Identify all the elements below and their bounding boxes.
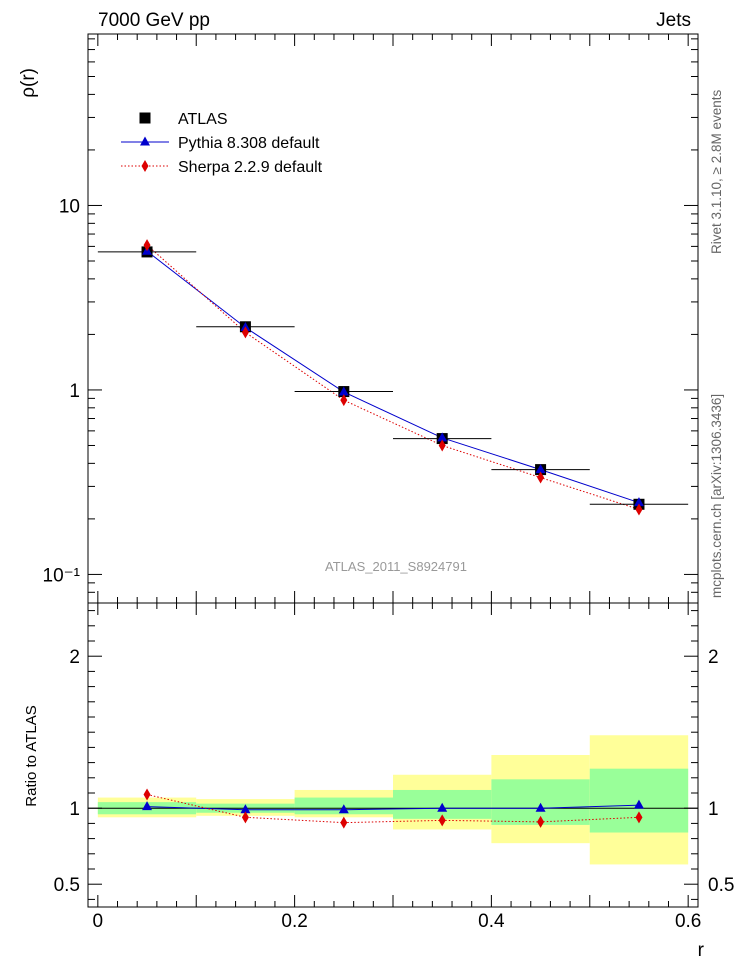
y-tick-label-right: 1 <box>708 799 719 820</box>
mcplots-info: mcplots.cern.ch [arXiv:1306.3436] <box>709 394 724 598</box>
ratio-y-axis-label: Ratio to ATLAS <box>23 705 40 806</box>
data-point-diamond <box>143 239 151 252</box>
ratio-point-triangle <box>633 799 644 809</box>
analysis-watermark: ATLAS_2011_S8924791 <box>325 559 467 574</box>
ratio-plot-area <box>97 735 689 865</box>
data-point-diamond <box>537 471 545 484</box>
legend-marker-triangle <box>140 136 150 146</box>
x-tick-label: 0.4 <box>478 911 505 932</box>
legend-marker-square <box>139 112 151 124</box>
y-tick-label-right: 0.5 <box>708 875 734 896</box>
y-tick-label: 1 <box>69 381 80 402</box>
data-point-diamond <box>438 439 446 452</box>
x-axis-label: r <box>698 940 705 961</box>
ratio-point-triangle <box>240 804 251 814</box>
header-right: Jets <box>656 10 691 31</box>
ratio-point-triangle <box>437 802 448 812</box>
data-point-triangle <box>437 432 448 442</box>
rivet-info: Rivet 3.1.10, ≥ 2.8M events <box>709 90 724 254</box>
x-tick-label: 0.6 <box>675 911 701 932</box>
data-point-diamond <box>241 326 249 339</box>
series-line-1 <box>146 250 640 504</box>
main-y-axis-label: ρ(r) <box>18 68 39 98</box>
ratio-point-triangle <box>338 804 349 814</box>
ratio-line-0 <box>147 804 639 811</box>
data-point-triangle <box>338 386 349 396</box>
data-point-triangle <box>535 464 546 474</box>
y-tick-label: 1 <box>69 799 80 820</box>
ratio-line-1 <box>146 794 639 824</box>
ratio-point-diamond <box>340 816 348 829</box>
legend-marker-diamond <box>141 160 149 172</box>
y-tick-label: 10 <box>59 196 80 217</box>
ratio-point-triangle <box>535 802 546 812</box>
legend-label: Pythia 8.308 default <box>178 135 320 152</box>
ratio-point-diamond <box>537 815 545 828</box>
legend-label: ATLAS <box>178 111 228 128</box>
legend-label: Sherpa 2.2.9 default <box>178 159 323 176</box>
header-left: 7000 GeV pp <box>98 10 210 31</box>
y-tick-label: 10⁻¹ <box>43 565 81 586</box>
series-line-2 <box>146 244 640 510</box>
y-tick-label-right: 2 <box>708 647 719 668</box>
data-point-diamond <box>340 394 348 407</box>
ratio-point-diamond <box>635 811 643 824</box>
ratio-point-diamond <box>438 814 446 827</box>
ratio-point-diamond <box>241 811 249 824</box>
data-point-diamond <box>635 503 643 516</box>
y-tick-label: 0.5 <box>54 875 80 896</box>
data-point-triangle <box>633 497 644 507</box>
x-tick-label: 0 <box>93 911 104 932</box>
ratio-point-diamond <box>143 788 151 801</box>
y-tick-label: 2 <box>69 647 80 668</box>
x-tick-label: 0.2 <box>281 911 307 932</box>
ratio-point-triangle <box>142 801 153 811</box>
